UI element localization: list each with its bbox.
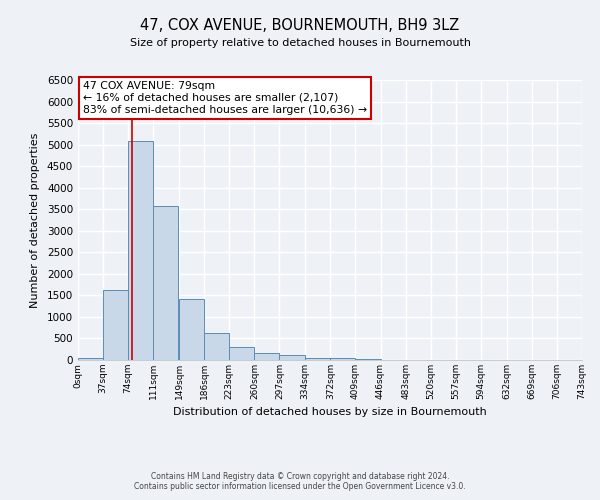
Y-axis label: Number of detached properties: Number of detached properties: [30, 132, 40, 308]
Text: Size of property relative to detached houses in Bournemouth: Size of property relative to detached ho…: [130, 38, 470, 48]
Bar: [355, 358, 380, 360]
Bar: [254, 353, 280, 360]
Bar: [128, 141, 153, 360]
Bar: [305, 358, 329, 360]
Bar: [280, 356, 305, 360]
Bar: [229, 346, 254, 360]
Bar: [179, 299, 204, 360]
Bar: [103, 290, 128, 360]
Text: 47 COX AVENUE: 79sqm
← 16% of detached houses are smaller (2,107)
83% of semi-de: 47 COX AVENUE: 79sqm ← 16% of detached h…: [83, 82, 367, 114]
Bar: [153, 206, 178, 360]
Text: Contains HM Land Registry data © Crown copyright and database right 2024.
Contai: Contains HM Land Registry data © Crown c…: [134, 472, 466, 491]
Text: 47, COX AVENUE, BOURNEMOUTH, BH9 3LZ: 47, COX AVENUE, BOURNEMOUTH, BH9 3LZ: [140, 18, 460, 32]
Bar: [78, 358, 103, 360]
X-axis label: Distribution of detached houses by size in Bournemouth: Distribution of detached houses by size …: [173, 408, 487, 418]
Bar: [331, 358, 355, 360]
Bar: [204, 334, 229, 360]
